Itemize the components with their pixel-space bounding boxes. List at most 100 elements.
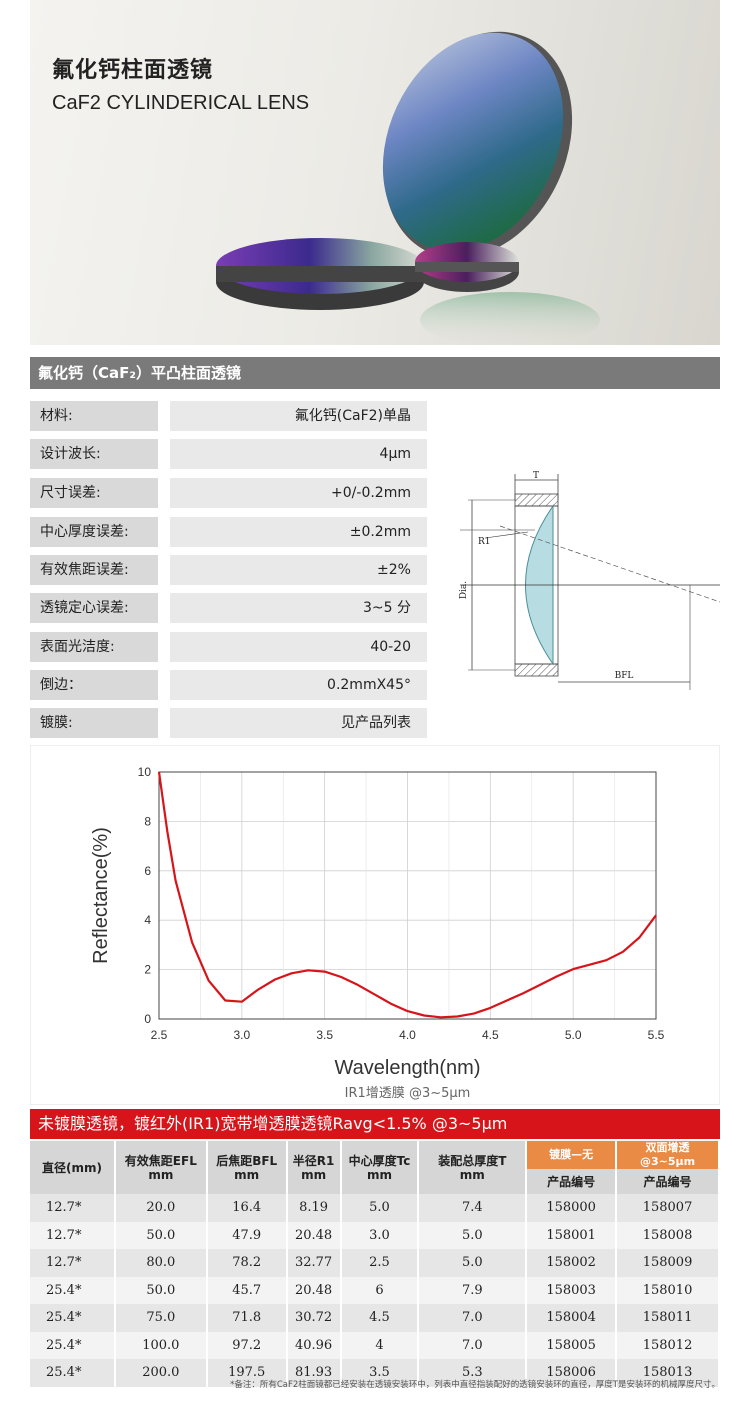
table-cell: 5.0 <box>418 1249 528 1277</box>
table-cell: 47.9 <box>206 1221 288 1249</box>
table-cell: 200.0 <box>114 1359 208 1387</box>
table-cell: 158010 <box>616 1276 720 1304</box>
hero-banner: 氟化钙柱面透镜 CaF2 CYLINDERICAL LENS <box>30 0 720 345</box>
table-cell: 5.0 <box>340 1194 420 1222</box>
table-cell: 20.0 <box>114 1194 208 1222</box>
table-row: 25.4* 75.0 71.8 30.72 4.5 7.0 158004 158011 <box>30 1304 720 1332</box>
table-cell: 81.93 <box>286 1359 342 1387</box>
dia-label: Dia. <box>459 581 469 599</box>
table-cell: 158008 <box>616 1221 720 1249</box>
y-axis-label: Reflectance(%) <box>90 827 112 964</box>
header-efl: 有效焦距EFL mm <box>114 1141 208 1194</box>
table-cell: 25.4* <box>30 1359 116 1387</box>
spec-value: 3~5 分 <box>170 593 427 623</box>
table-cell: 2.5 <box>340 1249 420 1277</box>
table-cell: 8.19 <box>286 1194 342 1222</box>
table-cell: 12.7* <box>30 1249 116 1277</box>
hero-title-cn: 氟化钙柱面透镜 <box>52 58 214 83</box>
header-tc: 中心厚度Tc mm <box>340 1141 420 1194</box>
spec-value: 4μm <box>170 439 427 469</box>
table-cell: 158013 <box>616 1359 720 1387</box>
table-cell: 4.5 <box>340 1304 420 1332</box>
spec-label: 中心厚度误差: <box>30 517 158 547</box>
spec-value: +0/-0.2mm <box>170 478 427 508</box>
table-cell: 158011 <box>616 1304 720 1332</box>
spec-label: 材料: <box>30 401 158 431</box>
header-pn: 产品编号 <box>616 1169 720 1194</box>
header-bfl: 后焦距BFL mm <box>206 1141 288 1194</box>
table-row: 25.4* 50.0 45.7 20.48 6 7.9 158003 158010 <box>30 1276 720 1304</box>
header-r1: 半径R1 mm <box>286 1141 342 1194</box>
reflectance-line <box>157 771 657 1019</box>
table-row: 25.4* 100.0 97.2 40.96 4 7.0 158005 158012 <box>30 1331 720 1359</box>
y-tick-label: 6 <box>144 864 151 878</box>
plot-frame <box>158 771 657 1020</box>
table-cell: 40.96 <box>286 1331 342 1359</box>
spec-value: ±2% <box>170 555 427 585</box>
y-tick-label: 4 <box>144 913 151 927</box>
table-cell: 158012 <box>616 1331 720 1359</box>
y-tick-label: 10 <box>138 765 152 779</box>
table-cell: 97.2 <box>206 1331 288 1359</box>
table-cell: 75.0 <box>114 1304 208 1332</box>
table-cell: 158001 <box>526 1221 618 1249</box>
table-cell: 158004 <box>526 1304 618 1332</box>
table-cell: 25.4* <box>30 1304 116 1332</box>
table-cell: 158006 <box>526 1359 618 1387</box>
chart-caption: IR1增透膜 @3~5μm <box>345 1086 471 1101</box>
table-cell: 50.0 <box>114 1276 208 1304</box>
table-cell: 5.3 <box>418 1359 528 1387</box>
table-cell: 16.4 <box>206 1194 288 1222</box>
section-title: 氟化钙（CaF₂）平凸柱面透镜 <box>30 357 720 389</box>
table-cell: 158007 <box>616 1194 720 1222</box>
r-label: R1 <box>478 537 491 547</box>
header-dia: 直径(mm) <box>30 1141 116 1194</box>
table-row: 12.7* 50.0 47.9 20.48 3.0 5.0 158001 158008 <box>30 1221 720 1249</box>
t-label: T <box>533 471 539 481</box>
table-cell: 7.4 <box>418 1194 528 1222</box>
table-cell: 7.0 <box>418 1304 528 1332</box>
table-cell: 6 <box>340 1276 420 1304</box>
spec-value: ±0.2mm <box>170 517 427 547</box>
spec-value: 0.2mmX45° <box>170 670 427 700</box>
table-cell: 158000 <box>526 1194 618 1222</box>
x-tick-label: 4.0 <box>399 1028 416 1042</box>
table-cell: 158002 <box>526 1249 618 1277</box>
product-table: 直径(mm) 有效焦距EFL mm 后焦距BFL mm 半径R1 mm 中心厚度Tc m… <box>30 1141 720 1387</box>
spec-label: 镀膜: <box>30 708 158 738</box>
x-tick-label: 4.5 <box>482 1028 499 1042</box>
table-cell: 12.7* <box>30 1221 116 1249</box>
table-cell: 12.7* <box>30 1194 116 1222</box>
table-cell: 7.9 <box>418 1276 528 1304</box>
table-row: 25.4* 200.0 197.5 81.93 3.5 5.3 158006 158013 <box>30 1359 720 1387</box>
table-cell: 25.4* <box>30 1276 116 1304</box>
table-cell: 5.0 <box>418 1221 528 1249</box>
table-cell: 3.0 <box>340 1221 420 1249</box>
bfl-label: BFL <box>615 671 634 681</box>
lens-illustration <box>216 31 600 345</box>
table-title: 未镀膜透镜，镀红外(IR1)宽带增透膜透镜Ravg<1.5% @3~5μm <box>30 1109 720 1139</box>
table-row: 12.7* 80.0 78.2 32.77 2.5 5.0 158002 158009 <box>30 1249 720 1277</box>
x-tick-label: 5.0 <box>565 1028 582 1042</box>
hero-title-en: CaF2 CYLINDERICAL LENS <box>52 92 310 114</box>
x-tick-label: 3.5 <box>316 1028 333 1042</box>
header-t: 装配总厚度T mm <box>418 1141 528 1194</box>
x-axis-label: Wavelength(nm) <box>335 1057 481 1079</box>
spec-value: 氟化钙(CaF2)单晶 <box>170 401 427 431</box>
table-cell: 4 <box>340 1331 420 1359</box>
spec-label: 有效焦距误差: <box>30 555 158 585</box>
table-cell: 32.77 <box>286 1249 342 1277</box>
spec-value: 40-20 <box>170 632 427 662</box>
header-coat-none: 镀膜—无 <box>526 1141 618 1169</box>
x-tick-label: 3.0 <box>233 1028 250 1042</box>
table-cell: 158009 <box>616 1249 720 1277</box>
reflectance-chart: 2.5 3.0 3.5 4.0 4.5 5.0 5.5 0 2 4 6 8 10 Wavelength(n… <box>30 745 720 1105</box>
table-cell: 45.7 <box>206 1276 288 1304</box>
table-cell: 25.4* <box>30 1331 116 1359</box>
table-cell: 20.48 <box>286 1221 342 1249</box>
x-tick-label: 5.5 <box>648 1028 665 1042</box>
table-cell: 80.0 <box>114 1249 208 1277</box>
spec-label: 表面光洁度: <box>30 632 158 662</box>
table-cell: 30.72 <box>286 1304 342 1332</box>
table-cell: 100.0 <box>114 1331 208 1359</box>
